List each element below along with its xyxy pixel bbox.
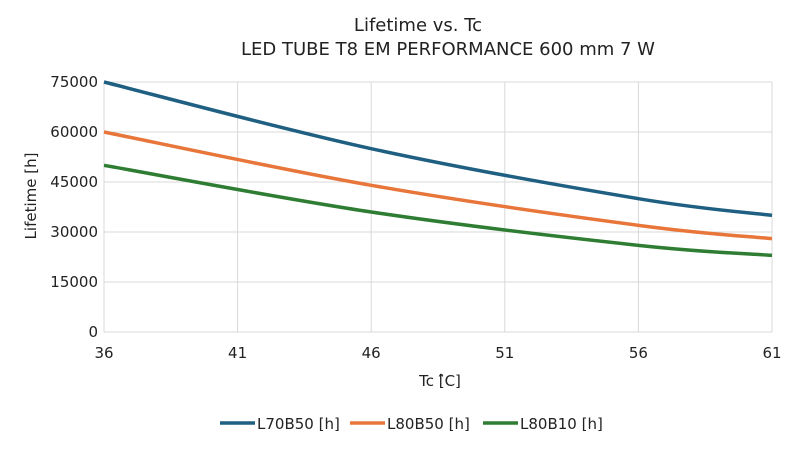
y-tick-label: 45000 <box>50 173 98 191</box>
x-tick-label: 36 <box>94 344 113 362</box>
chart-subtitle: LED TUBE T8 EM PERFORMANCE 600 mm 7 W <box>241 39 655 60</box>
legend-label: L70B50 [h] <box>257 415 340 433</box>
series-lines <box>103 80 773 258</box>
y-axis-label: Lifetime [h] <box>22 153 40 240</box>
series-line-l70b50-h <box>103 80 773 218</box>
y-tick-label: 30000 <box>50 223 98 241</box>
y-tick-label: 15000 <box>50 273 98 291</box>
legend-label: L80B10 [h] <box>520 415 603 433</box>
y-tick-label: 0 <box>88 323 98 341</box>
legend: L70B50 [h] L80B50 [h] L80B10 [h] <box>220 415 603 433</box>
y-tick-label: 75000 <box>50 73 98 91</box>
chart-title: Lifetime vs. Tc <box>354 15 482 36</box>
x-tick-label: 61 <box>762 344 781 362</box>
y-tick-label: 60000 <box>50 123 98 141</box>
grid <box>103 81 773 333</box>
x-tick-label: 56 <box>629 344 648 362</box>
legend-label: L80B50 [h] <box>387 415 470 433</box>
x-tick-label: 51 <box>495 344 514 362</box>
x-tick-label: 46 <box>362 344 381 362</box>
x-tick-label: 41 <box>228 344 247 362</box>
series-line-l80b50-h <box>103 130 773 241</box>
series-line-l80b10-h <box>103 163 773 258</box>
x-axis-label: Tc [̂C] <box>418 372 461 390</box>
ticks: 0 15000 30000 45000 60000 75000 36 41 46 51 56 61 <box>50 73 781 362</box>
